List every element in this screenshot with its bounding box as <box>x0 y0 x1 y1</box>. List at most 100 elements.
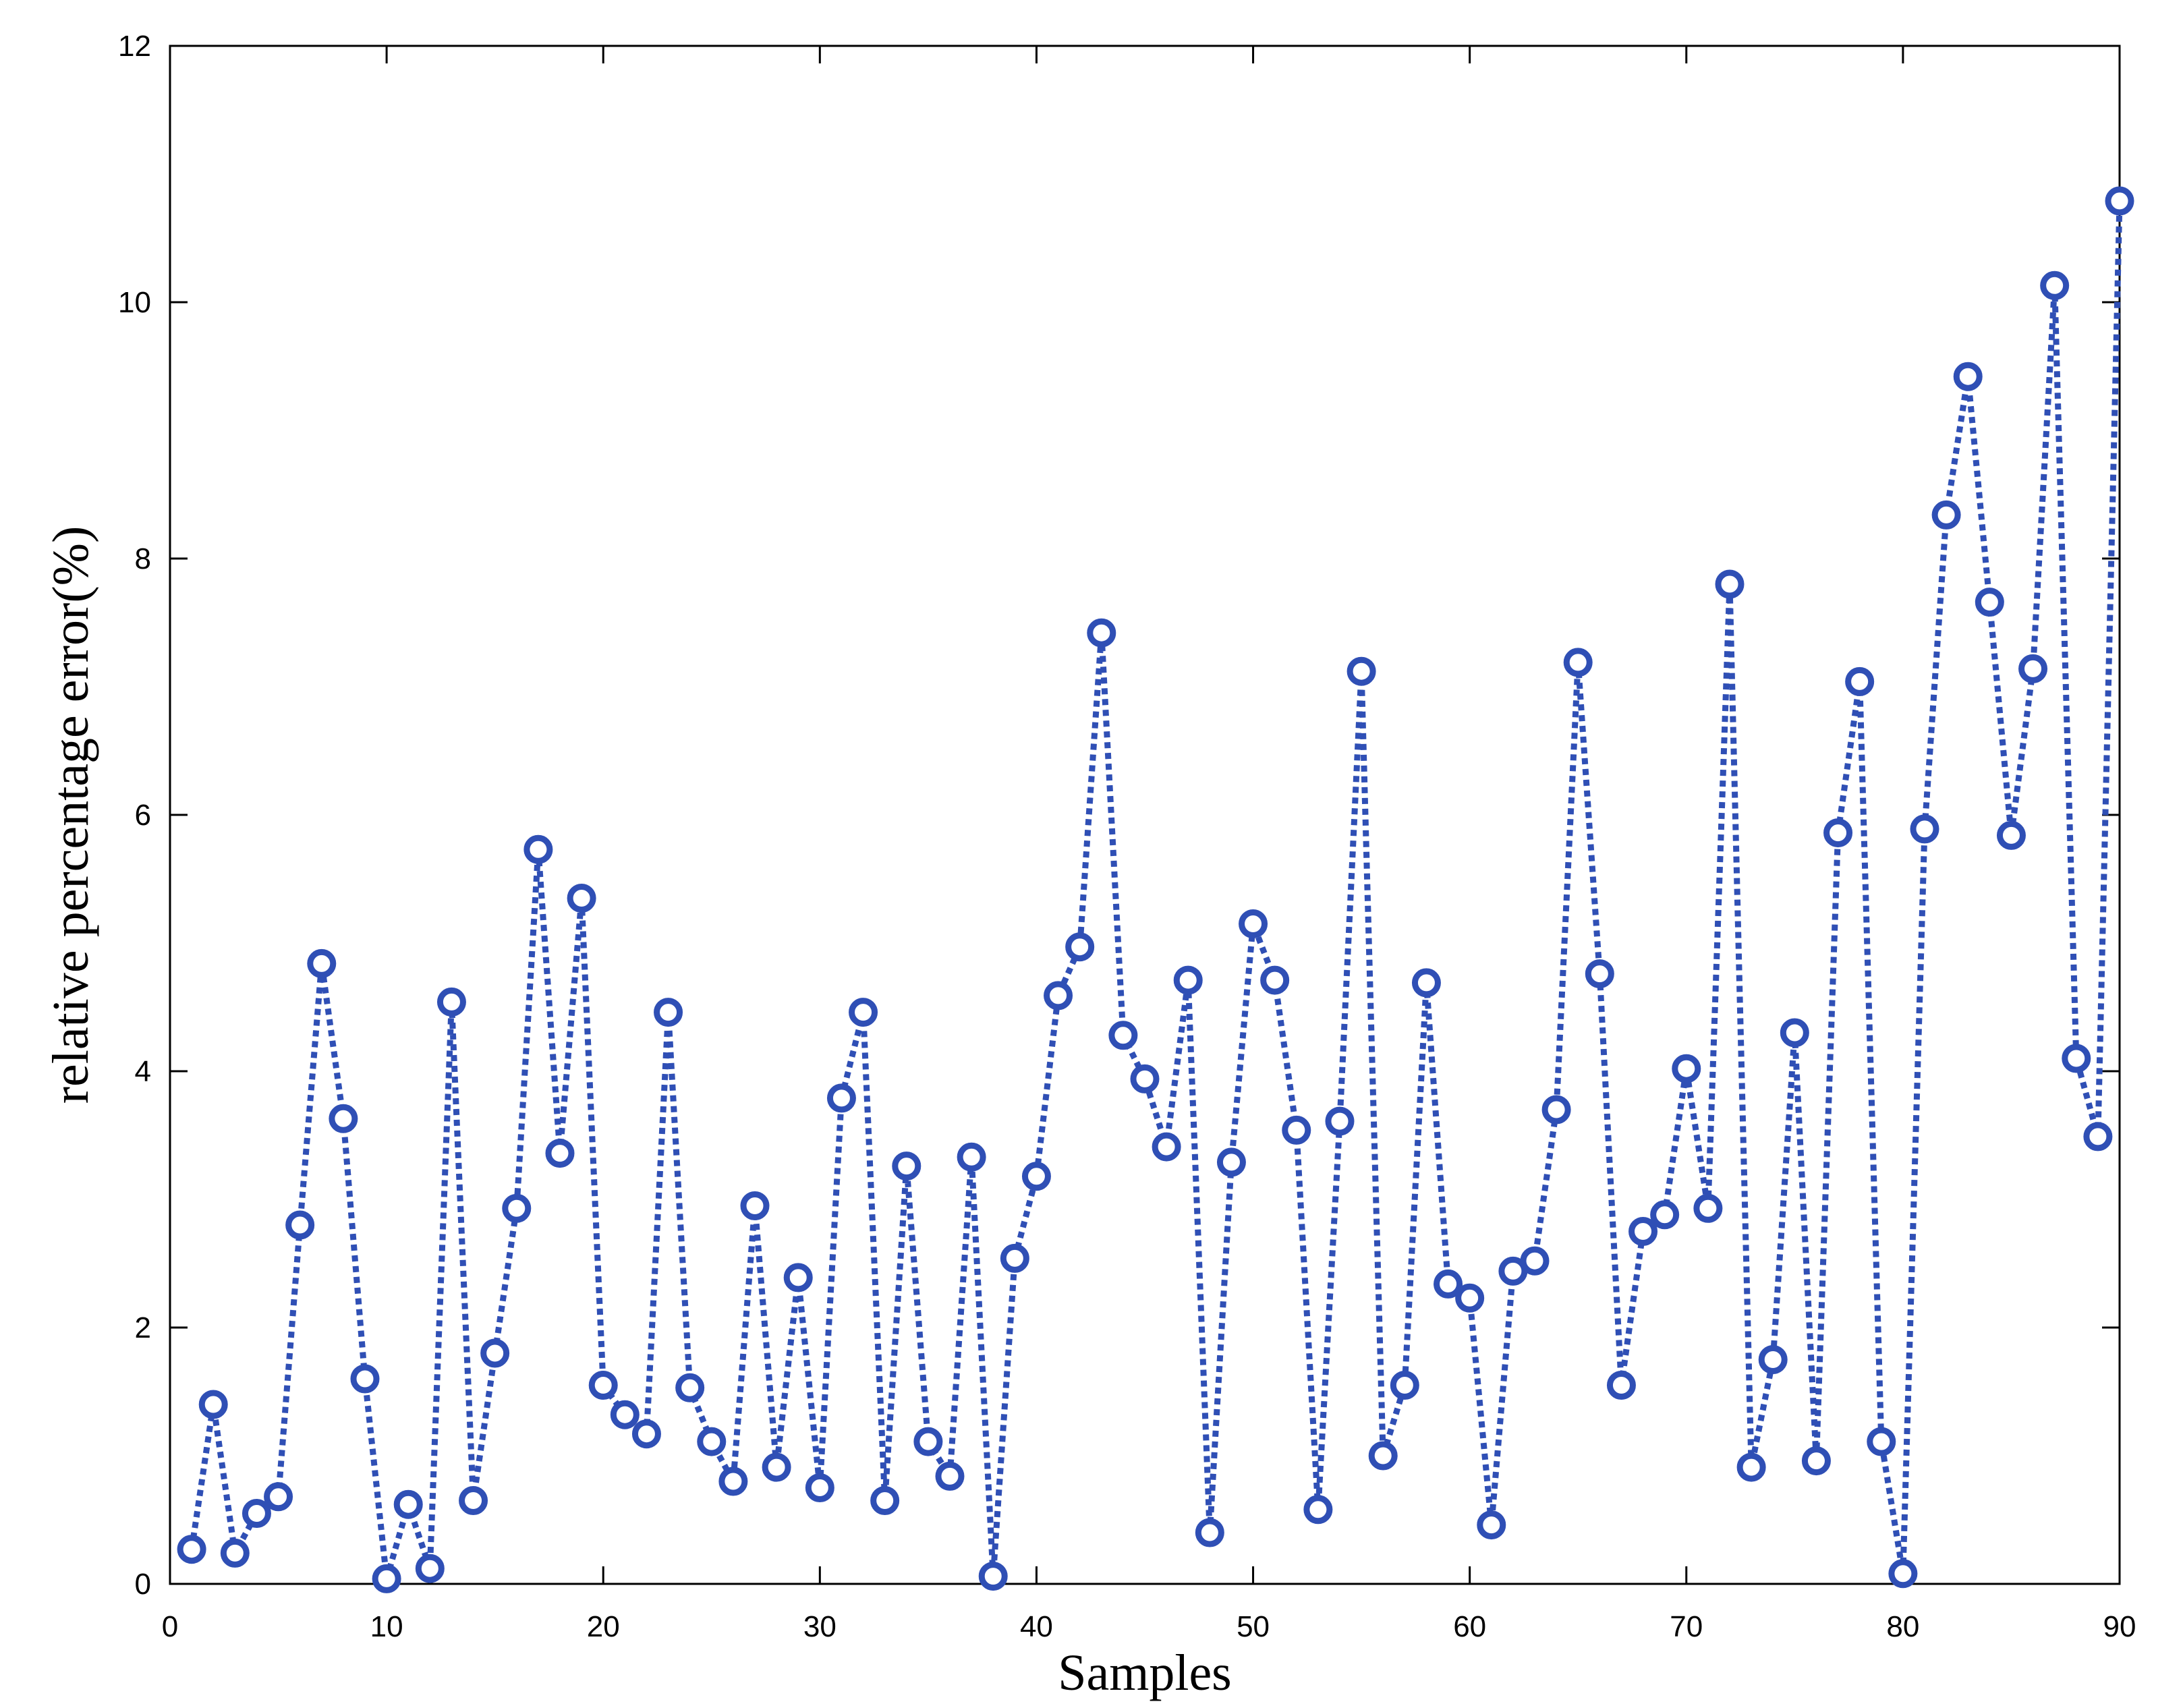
x-tick-label: 50 <box>1237 1610 1270 1643</box>
x-tick-label: 30 <box>803 1610 837 1643</box>
data-point <box>826 1083 856 1113</box>
data-point <box>957 1142 986 1172</box>
data-point <box>740 1191 770 1220</box>
data-point <box>1130 1064 1160 1093</box>
data-point <box>1736 1452 1766 1482</box>
data-point <box>1434 1269 1463 1299</box>
x-tick-label: 70 <box>1670 1610 1703 1643</box>
data-point <box>480 1338 510 1368</box>
data-point <box>1368 1441 1398 1471</box>
data-point <box>1455 1283 1485 1313</box>
data-point <box>372 1564 401 1593</box>
data-point <box>307 948 337 978</box>
x-tick-label: 80 <box>1886 1610 1919 1643</box>
data-point <box>523 834 553 864</box>
data-point <box>329 1104 358 1133</box>
data-point <box>436 987 466 1017</box>
data-point <box>2083 1122 2113 1151</box>
data-point <box>198 1390 228 1419</box>
data-point <box>2040 271 2070 300</box>
data-point <box>978 1562 1008 1591</box>
data-point <box>1867 1427 1896 1456</box>
data-point <box>1260 965 1290 995</box>
data-point <box>913 1427 943 1456</box>
data-point <box>675 1373 705 1402</box>
data-point <box>718 1467 748 1496</box>
data-point <box>1390 1371 1419 1400</box>
data-point <box>1931 500 1961 530</box>
data-point <box>935 1461 965 1491</box>
data-point <box>1000 1243 1029 1273</box>
axis-ticks: 0 10 20 30 40 50 60 70 80 90 0 2 4 6 8 10 12 <box>118 30 2136 1643</box>
data-point <box>849 998 878 1027</box>
data-point <box>1152 1132 1181 1162</box>
series-line <box>188 200 2123 1582</box>
data-point <box>1346 656 1376 686</box>
x-axis-title: Samples <box>1058 1645 1232 1701</box>
data-point <box>415 1554 445 1583</box>
y-tick-label: 10 <box>118 286 151 319</box>
data-point <box>393 1489 423 1519</box>
x-tick-label: 90 <box>2103 1610 2136 1643</box>
data-point <box>1801 1446 1831 1476</box>
data-point <box>1693 1193 1723 1223</box>
data-point <box>1325 1106 1355 1136</box>
y-axis-title: relative percentage error(%) <box>42 526 99 1104</box>
data-point <box>805 1473 834 1502</box>
data-point <box>502 1193 532 1223</box>
data-point <box>1975 588 2004 617</box>
data-point <box>1477 1510 1506 1540</box>
x-tick-label: 10 <box>370 1610 403 1643</box>
data-point <box>1173 965 1203 995</box>
x-tick-label: 60 <box>1453 1610 1486 1643</box>
data-point <box>1628 1217 1658 1246</box>
data-point <box>2018 654 2048 683</box>
data-point <box>220 1538 250 1568</box>
data-point <box>892 1151 922 1181</box>
data-point <box>1953 362 1983 391</box>
y-tick-label: 8 <box>135 542 151 575</box>
data-point <box>1087 618 1116 648</box>
data-point <box>631 1419 661 1449</box>
data-point <box>697 1427 727 1456</box>
series-group <box>177 186 2134 1593</box>
data-point <box>610 1400 640 1429</box>
data-point <box>1216 1147 1246 1177</box>
data-point <box>1823 818 1853 848</box>
data-point <box>459 1486 488 1515</box>
data-point <box>1715 569 1745 599</box>
data-point <box>1044 981 1073 1010</box>
data-point <box>2105 186 2134 216</box>
data-point <box>1650 1200 1680 1230</box>
data-point <box>1303 1495 1333 1525</box>
data-point <box>1910 814 1939 844</box>
data-point <box>242 1499 271 1528</box>
data-point <box>2062 1044 2091 1073</box>
data-point <box>1411 968 1441 998</box>
data-point <box>1780 1018 1809 1048</box>
data-point <box>1758 1345 1788 1374</box>
data-point <box>870 1486 900 1515</box>
data-point <box>1845 666 1875 696</box>
data-point <box>1195 1518 1224 1547</box>
data-point <box>1563 648 1593 677</box>
data-point <box>783 1263 813 1292</box>
data-point <box>1021 1162 1051 1191</box>
data-point <box>1108 1021 1138 1050</box>
data-point <box>350 1364 380 1394</box>
data-point <box>1672 1054 1701 1083</box>
data-point <box>1585 959 1614 989</box>
y-tick-label: 2 <box>135 1311 151 1344</box>
data-point <box>1606 1371 1636 1400</box>
y-tick-label: 4 <box>135 1055 151 1088</box>
data-point <box>567 884 596 913</box>
data-point <box>264 1482 293 1512</box>
data-point <box>545 1139 575 1168</box>
y-tick-label: 0 <box>135 1568 151 1601</box>
data-point <box>654 998 683 1027</box>
data-point <box>762 1452 791 1482</box>
plot-frame <box>169 45 2121 1585</box>
y-tick-label: 6 <box>135 799 151 832</box>
data-point <box>1282 1115 1311 1145</box>
